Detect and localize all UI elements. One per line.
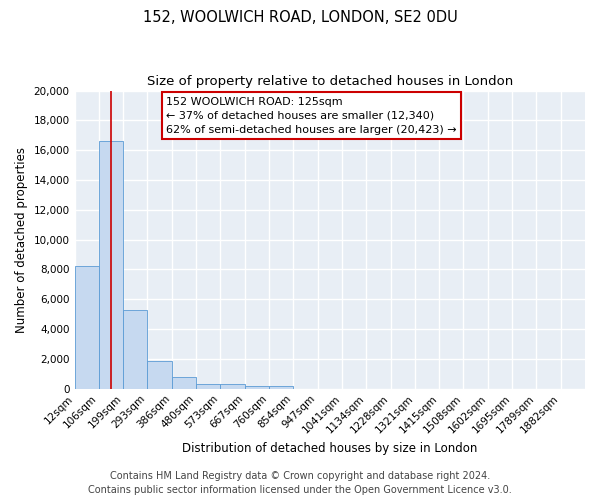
Bar [220, 384, 245, 388]
Title: Size of property relative to detached houses in London: Size of property relative to detached ho… [146, 75, 513, 88]
Y-axis label: Number of detached properties: Number of detached properties [15, 146, 28, 332]
Bar [123, 310, 148, 388]
Text: 152, WOOLWICH ROAD, LONDON, SE2 0DU: 152, WOOLWICH ROAD, LONDON, SE2 0DU [143, 10, 457, 25]
Bar [269, 386, 293, 388]
Text: 152 WOOLWICH ROAD: 125sqm
← 37% of detached houses are smaller (12,340)
62% of s: 152 WOOLWICH ROAD: 125sqm ← 37% of detac… [166, 96, 457, 134]
Bar [99, 141, 123, 388]
Bar [196, 384, 220, 388]
X-axis label: Distribution of detached houses by size in London: Distribution of detached houses by size … [182, 442, 478, 455]
Bar [245, 386, 269, 388]
Text: Contains HM Land Registry data © Crown copyright and database right 2024.
Contai: Contains HM Land Registry data © Crown c… [88, 471, 512, 495]
Bar [148, 361, 172, 388]
Bar [172, 378, 196, 388]
Bar [74, 266, 99, 388]
